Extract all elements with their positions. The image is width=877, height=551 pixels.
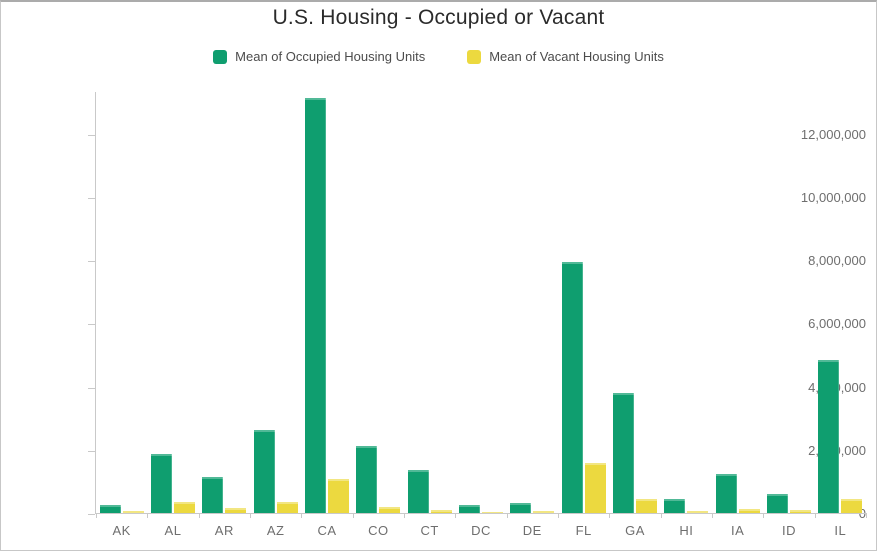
y-tick-mark <box>88 324 95 326</box>
bar-vacant-AK[interactable] <box>122 510 144 513</box>
y-tick-mark <box>88 197 95 199</box>
category-CO <box>353 92 404 513</box>
bar-occupied-IA[interactable] <box>715 473 737 513</box>
y-tick-label-12000000: 12,000,000 <box>800 126 866 142</box>
bar-occupied-CO[interactable] <box>356 446 378 513</box>
x-tick-mark <box>609 513 611 518</box>
x-label-FL: FL <box>575 523 592 538</box>
x-label-CO: CO <box>368 523 389 538</box>
bar-occupied-IL[interactable] <box>818 359 840 513</box>
x-label-AR: AR <box>214 523 234 538</box>
bar-vacant-GA[interactable] <box>635 498 657 513</box>
category-HI <box>661 92 712 513</box>
chart-title: U.S. Housing - Occupied or Vacant <box>272 6 605 29</box>
x-tick-mark <box>301 513 303 518</box>
bar-vacant-CA[interactable] <box>327 478 349 513</box>
x-label-AL: AL <box>164 523 182 538</box>
x-tick-mark <box>198 513 200 518</box>
bar-occupied-AK[interactable] <box>99 505 121 513</box>
legend: Mean of Occupied Housing Units Mean of Va… <box>0 49 877 64</box>
bar-occupied-DC[interactable] <box>458 504 480 513</box>
x-label-DC: DC <box>471 523 491 538</box>
x-label-IL: IL <box>834 523 847 538</box>
category-ID <box>763 92 814 513</box>
bar-occupied-CT[interactable] <box>407 470 429 513</box>
x-tick-mark <box>712 513 713 518</box>
x-label-AZ: AZ <box>266 523 285 538</box>
bar-occupied-FL[interactable] <box>561 262 583 513</box>
y-tick-label-8000000: 8,000,000 <box>808 253 866 269</box>
category-IA <box>712 92 763 513</box>
x-tick-mark <box>96 513 97 518</box>
x-label-AK: AK <box>112 523 131 538</box>
bar-occupied-CA[interactable] <box>304 98 326 513</box>
x-tick-mark <box>866 513 867 518</box>
x-tick-mark <box>814 513 816 518</box>
bar-vacant-AL[interactable] <box>173 501 195 513</box>
category-IL <box>815 92 866 513</box>
bar-occupied-AZ[interactable] <box>253 430 275 513</box>
x-label-CT: CT <box>420 523 439 538</box>
bar-vacant-IA[interactable] <box>738 508 760 513</box>
y-tick-mark <box>88 261 95 263</box>
bar-vacant-IL[interactable] <box>841 498 863 513</box>
legend-item-occupied[interactable]: Mean of Occupied Housing Units <box>213 49 425 64</box>
x-tick-mark <box>506 513 508 518</box>
bar-occupied-ID[interactable] <box>766 494 788 513</box>
legend-label: Mean of Occupied Housing Units <box>235 49 426 64</box>
x-tick-mark <box>558 513 559 518</box>
bar-vacant-AR[interactable] <box>225 507 247 513</box>
x-label-ID: ID <box>781 523 796 538</box>
bar-vacant-DC[interactable] <box>481 512 503 513</box>
x-label-GA: GA <box>625 523 645 538</box>
vacant-swatch-icon <box>467 49 482 64</box>
x-label-CA: CA <box>317 523 337 538</box>
bar-vacant-CO[interactable] <box>379 506 401 513</box>
bar-occupied-HI[interactable] <box>664 499 686 513</box>
category-AK <box>96 92 147 513</box>
x-tick-mark <box>250 513 251 518</box>
plot-area: AK AL AR AZ CA CO CT DC DE FL GA HI IA ID IL <box>95 92 867 538</box>
category-CT <box>404 92 455 513</box>
category-FL <box>558 92 609 513</box>
x-label-DE: DE <box>522 523 542 538</box>
bar-vacant-FL[interactable] <box>584 462 606 513</box>
bar-vacant-AZ[interactable] <box>276 501 298 513</box>
x-tick-mark <box>763 513 765 518</box>
x-tick-mark <box>352 513 354 518</box>
bar-occupied-GA[interactable] <box>612 392 634 513</box>
y-tick-label-6000000: 6,000,000 <box>808 316 866 332</box>
x-tick-mark <box>660 513 662 518</box>
x-tick-mark <box>404 513 405 518</box>
y-tick-mark <box>88 450 95 452</box>
legend-label: Mean of Vacant Housing Units <box>489 49 664 64</box>
x-tick-mark <box>455 513 457 518</box>
y-tick-label-10000000: 10,000,000 <box>800 189 866 205</box>
occupied-swatch-icon <box>213 49 228 64</box>
x-tick-mark <box>147 513 149 518</box>
bar-occupied-DE[interactable] <box>510 502 532 513</box>
category-DC <box>455 92 506 513</box>
bar-occupied-AR[interactable] <box>202 477 224 513</box>
y-tick-mark <box>88 514 95 515</box>
x-label-HI: HI <box>679 523 694 538</box>
category-GA <box>609 92 660 513</box>
category-AZ <box>250 92 301 513</box>
bar-occupied-AL[interactable] <box>150 454 172 513</box>
bar-vacant-ID[interactable] <box>789 510 811 513</box>
category-CA <box>301 92 352 513</box>
bar-vacant-HI[interactable] <box>687 510 709 513</box>
category-DE <box>507 92 558 513</box>
bar-vacant-DE[interactable] <box>533 511 555 513</box>
bar-vacant-CT[interactable] <box>430 509 452 513</box>
y-tick-mark <box>88 387 95 389</box>
category-AL <box>147 92 198 513</box>
y-tick-mark <box>88 134 95 136</box>
category-AR <box>199 92 250 513</box>
x-label-IA: IA <box>731 523 745 538</box>
legend-item-vacant[interactable]: Mean of Vacant Housing Units <box>467 49 664 64</box>
